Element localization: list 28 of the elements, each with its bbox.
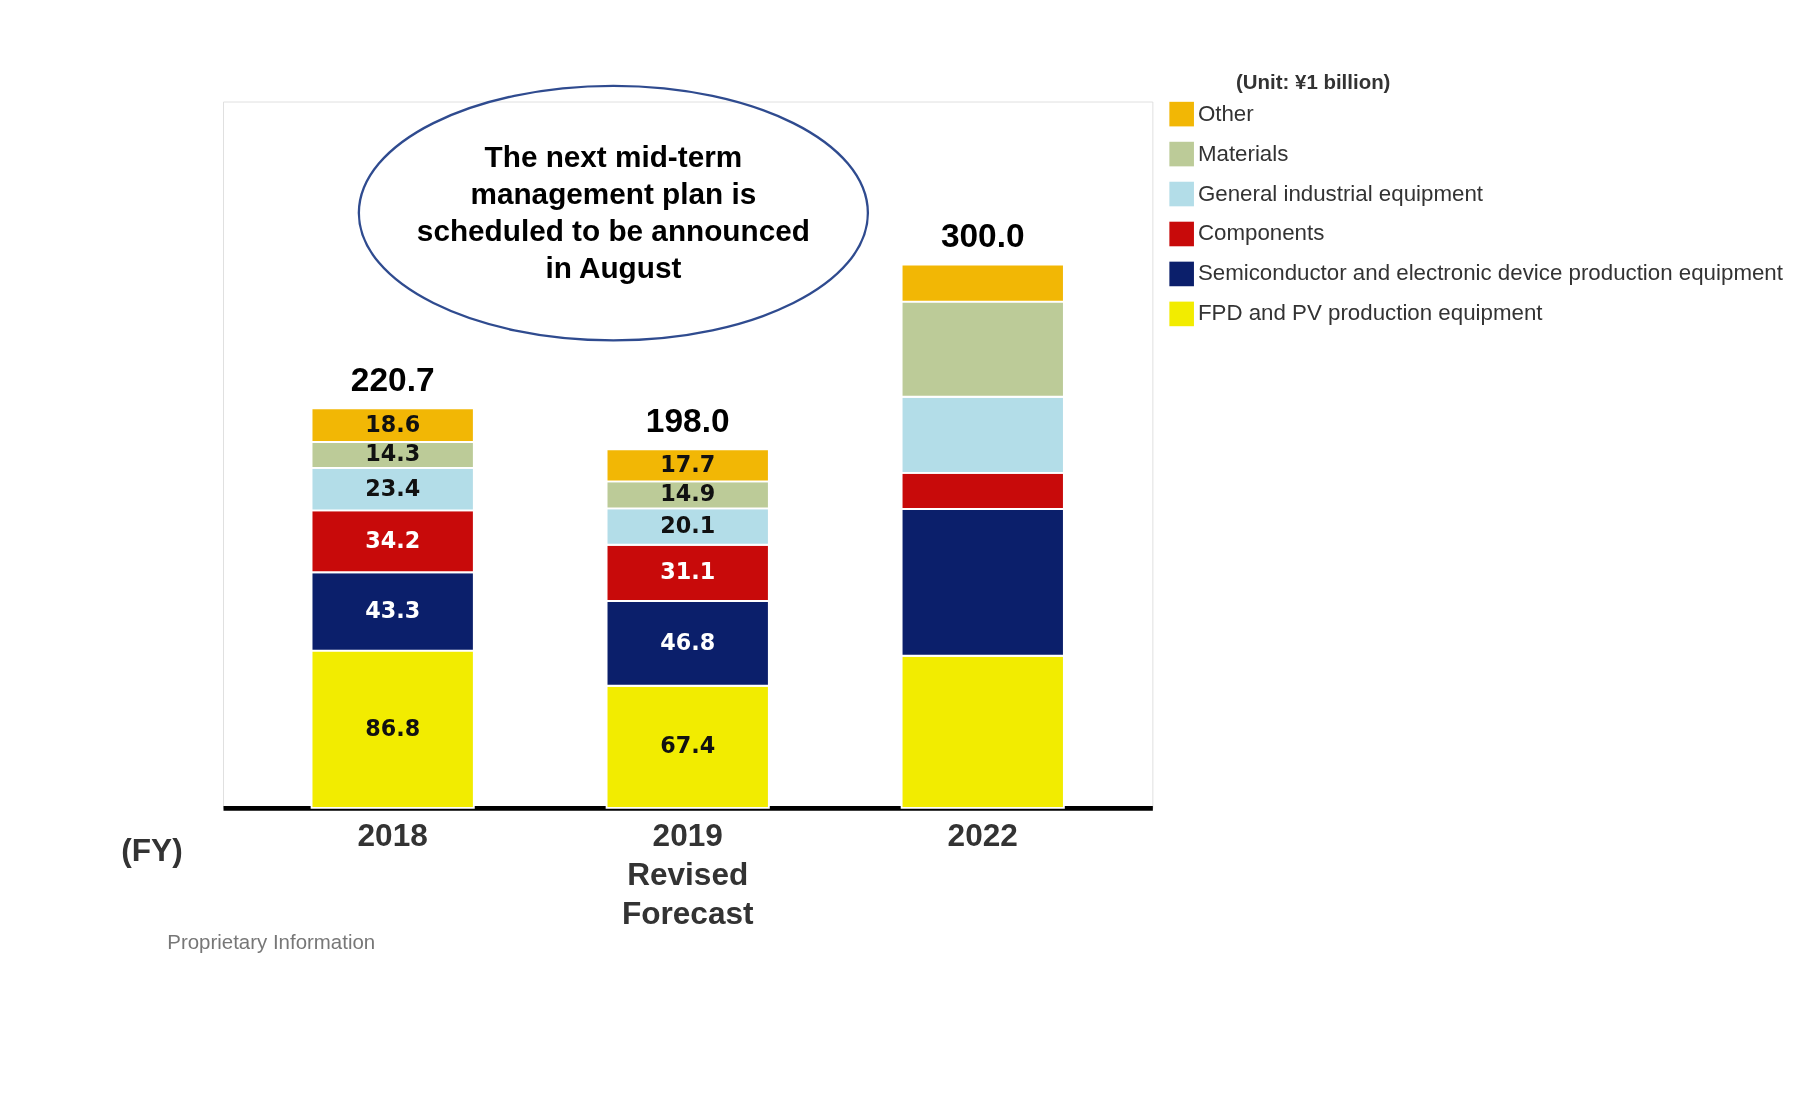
legend-label: Semiconductor and electronic device production equipment	[1197, 260, 1784, 286]
legend-label: Other	[1197, 100, 1255, 126]
data-label: 34.2	[365, 526, 421, 553]
data-label: 67.4	[660, 732, 716, 759]
total-label: 198.0	[645, 401, 730, 439]
text: Proprietary Information	[167, 930, 376, 954]
data-label: 46.8	[660, 628, 716, 655]
x-axis-title: (FY)	[121, 832, 183, 869]
data-label: 14.9	[660, 480, 716, 507]
x-tick-label: 2018	[357, 817, 428, 854]
data-label: 20.1	[660, 512, 716, 539]
total-label: 300.0	[940, 216, 1025, 254]
data-label: 17.7	[660, 450, 716, 477]
total-label: 220.7	[350, 360, 435, 398]
data-label: 14.3	[365, 440, 421, 467]
annotation: The next mid-term management plan is scheduled to be announced in August	[416, 139, 810, 285]
text: (Unit: ¥1 billion)	[1236, 70, 1391, 94]
data-label: 43.3	[365, 596, 421, 623]
legend-label: Materials	[1197, 140, 1289, 166]
data-label: 23.4	[365, 474, 421, 501]
legend-label: FPD and PV production equipment	[1197, 300, 1544, 326]
data-label: 31.1	[660, 558, 716, 585]
data-label: 86.8	[365, 714, 421, 741]
legend-label: General industrial equipment	[1197, 180, 1484, 206]
x-tick-label: 2019 Revised Forecast	[621, 817, 755, 932]
x-tick-label: 2022	[947, 817, 1018, 854]
legend-label: Components	[1197, 220, 1325, 246]
data-label: 18.6	[365, 410, 421, 437]
